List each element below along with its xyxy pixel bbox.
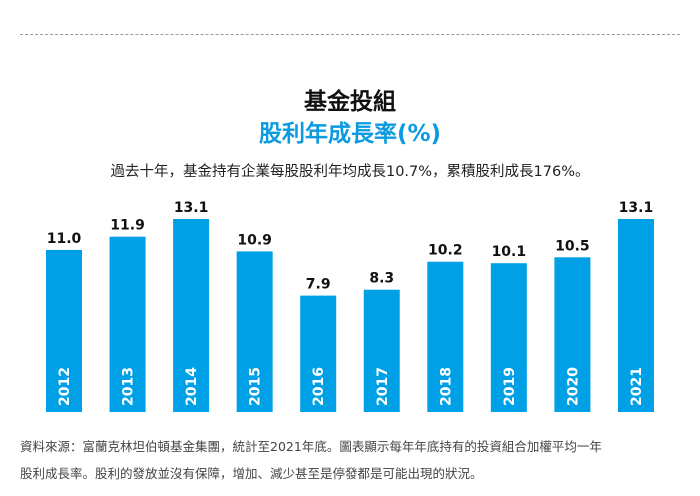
footnote-line-1: 資料來源：富蘭克林坦伯頓基金集團，統計至2021年底。圖表顯示每年年底持有的投資… [20, 439, 602, 454]
bar-2020 [554, 257, 591, 412]
category-label: 2020 [565, 367, 581, 406]
bar-2019 [490, 263, 527, 412]
footnote-line-2: 股利成長率。股利的發放並沒有保障，增加、減少甚至是停發都是可能出現的狀況。 [20, 466, 483, 481]
category-label: 2014 [184, 367, 200, 406]
data-label: 11.9 [110, 218, 145, 234]
data-label: 7.9 [306, 277, 331, 293]
bar-2014 [173, 219, 210, 412]
data-label: 10.9 [237, 232, 272, 248]
category-label: 2017 [375, 367, 391, 406]
bar-2017 [363, 289, 400, 412]
data-label: 11.0 [47, 231, 82, 247]
category-label: 2021 [629, 367, 645, 406]
bar-2021 [617, 219, 654, 412]
category-label: 2012 [57, 367, 73, 406]
chart-title: 基金投組 [304, 89, 396, 115]
data-label: 13.1 [619, 200, 654, 216]
data-label: 10.5 [555, 238, 590, 254]
chart-subtitle: 股利年成長率(%) [258, 121, 442, 147]
data-label: 10.1 [492, 244, 527, 260]
bar-2016 [300, 295, 337, 412]
category-label: 2013 [121, 367, 137, 406]
category-label: 2018 [438, 367, 454, 406]
data-label: 10.2 [428, 243, 463, 259]
category-label: 2015 [248, 367, 264, 406]
bar-2018 [427, 261, 464, 412]
bar-2012 [46, 249, 82, 412]
data-label: 8.3 [369, 271, 394, 287]
data-label: 13.1 [174, 200, 209, 216]
category-label: 2016 [311, 367, 327, 406]
bar-2015 [236, 251, 273, 412]
category-label: 2019 [502, 367, 518, 406]
bar-2013 [109, 236, 146, 412]
chart-description: 過去十年，基金持有企業每股股利年均成長10.7%，累積股利成長176%。 [110, 164, 590, 180]
dashed-divider [20, 34, 680, 35]
